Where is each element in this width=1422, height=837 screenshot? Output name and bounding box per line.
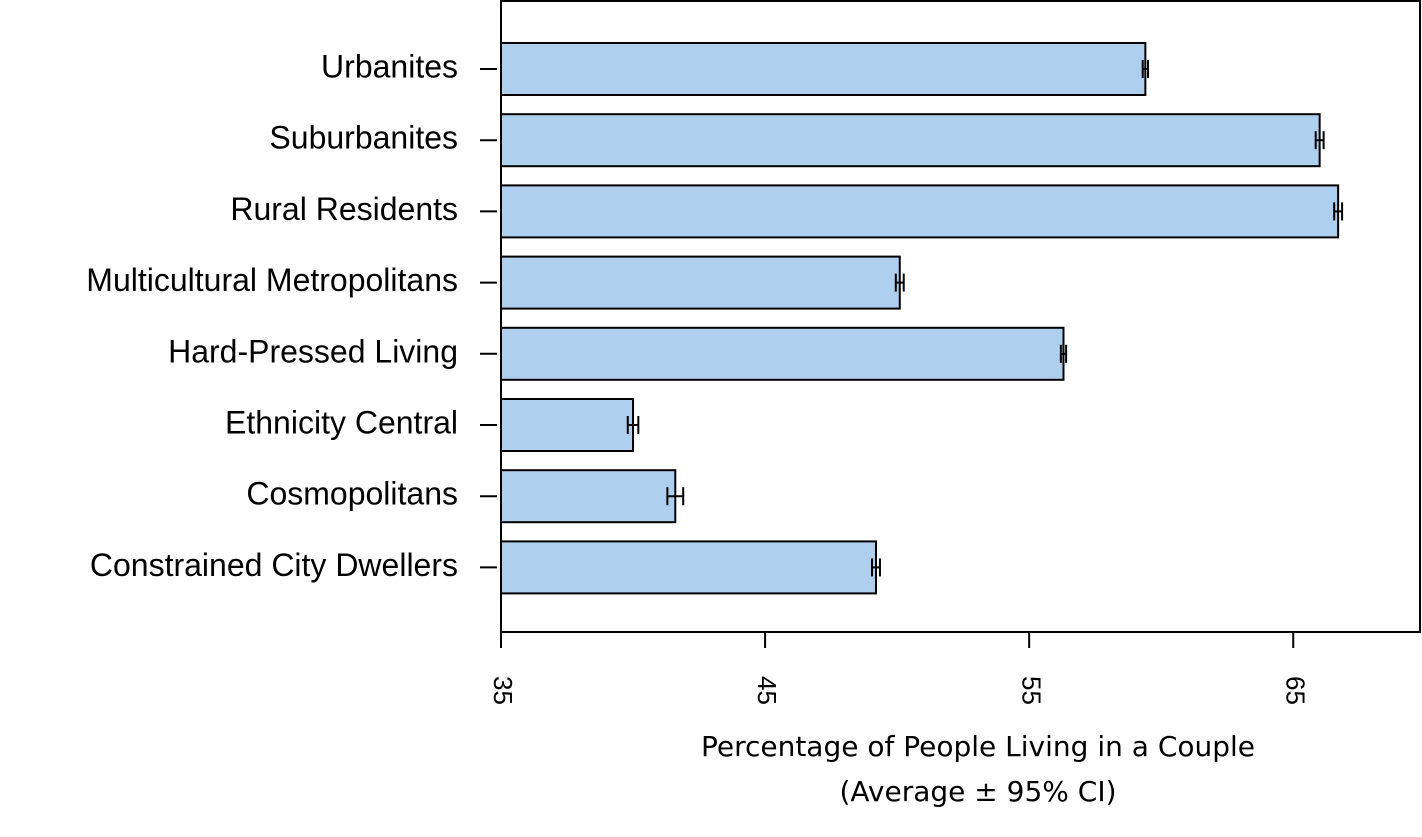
error-bar (1333, 202, 1344, 221)
y-tick-label: Suburbanites (269, 120, 458, 156)
bar (500, 42, 1147, 96)
error-bar (626, 416, 640, 434)
error-bar (1141, 60, 1149, 78)
x-tick-label: 65 (1280, 676, 1310, 705)
bar (500, 540, 877, 595)
x-tick-label: 55 (1016, 676, 1046, 705)
error-bar (894, 273, 905, 292)
bar (500, 469, 677, 524)
y-tick-label: Ethnicity Central (225, 404, 458, 440)
error-bar (871, 558, 881, 577)
x-tick-label: 35 (488, 676, 518, 705)
x-tick-label: 45 (752, 676, 782, 705)
x-axis-label: Percentage of People Living in a Couple (701, 730, 1255, 763)
error-bar (1314, 131, 1325, 150)
bar (500, 326, 1065, 381)
y-tick-label: Rural Residents (230, 191, 458, 227)
bar (500, 113, 1321, 168)
bar (500, 398, 635, 452)
y-tick-label: Hard-Pressed Living (168, 333, 458, 369)
y-tick-label: Cosmopolitans (246, 476, 458, 512)
error-bar (1059, 344, 1068, 363)
y-tick-label: Constrained City Dwellers (90, 547, 458, 583)
bar (500, 184, 1340, 239)
y-tick-label: Multicultural Metropolitans (86, 262, 458, 298)
plot-frame (500, 0, 1421, 633)
bar (500, 255, 901, 310)
x-axis-label: (Average ± 95% CI) (839, 775, 1116, 808)
y-tick-label: Urbanites (321, 48, 458, 84)
error-bar (666, 487, 685, 506)
